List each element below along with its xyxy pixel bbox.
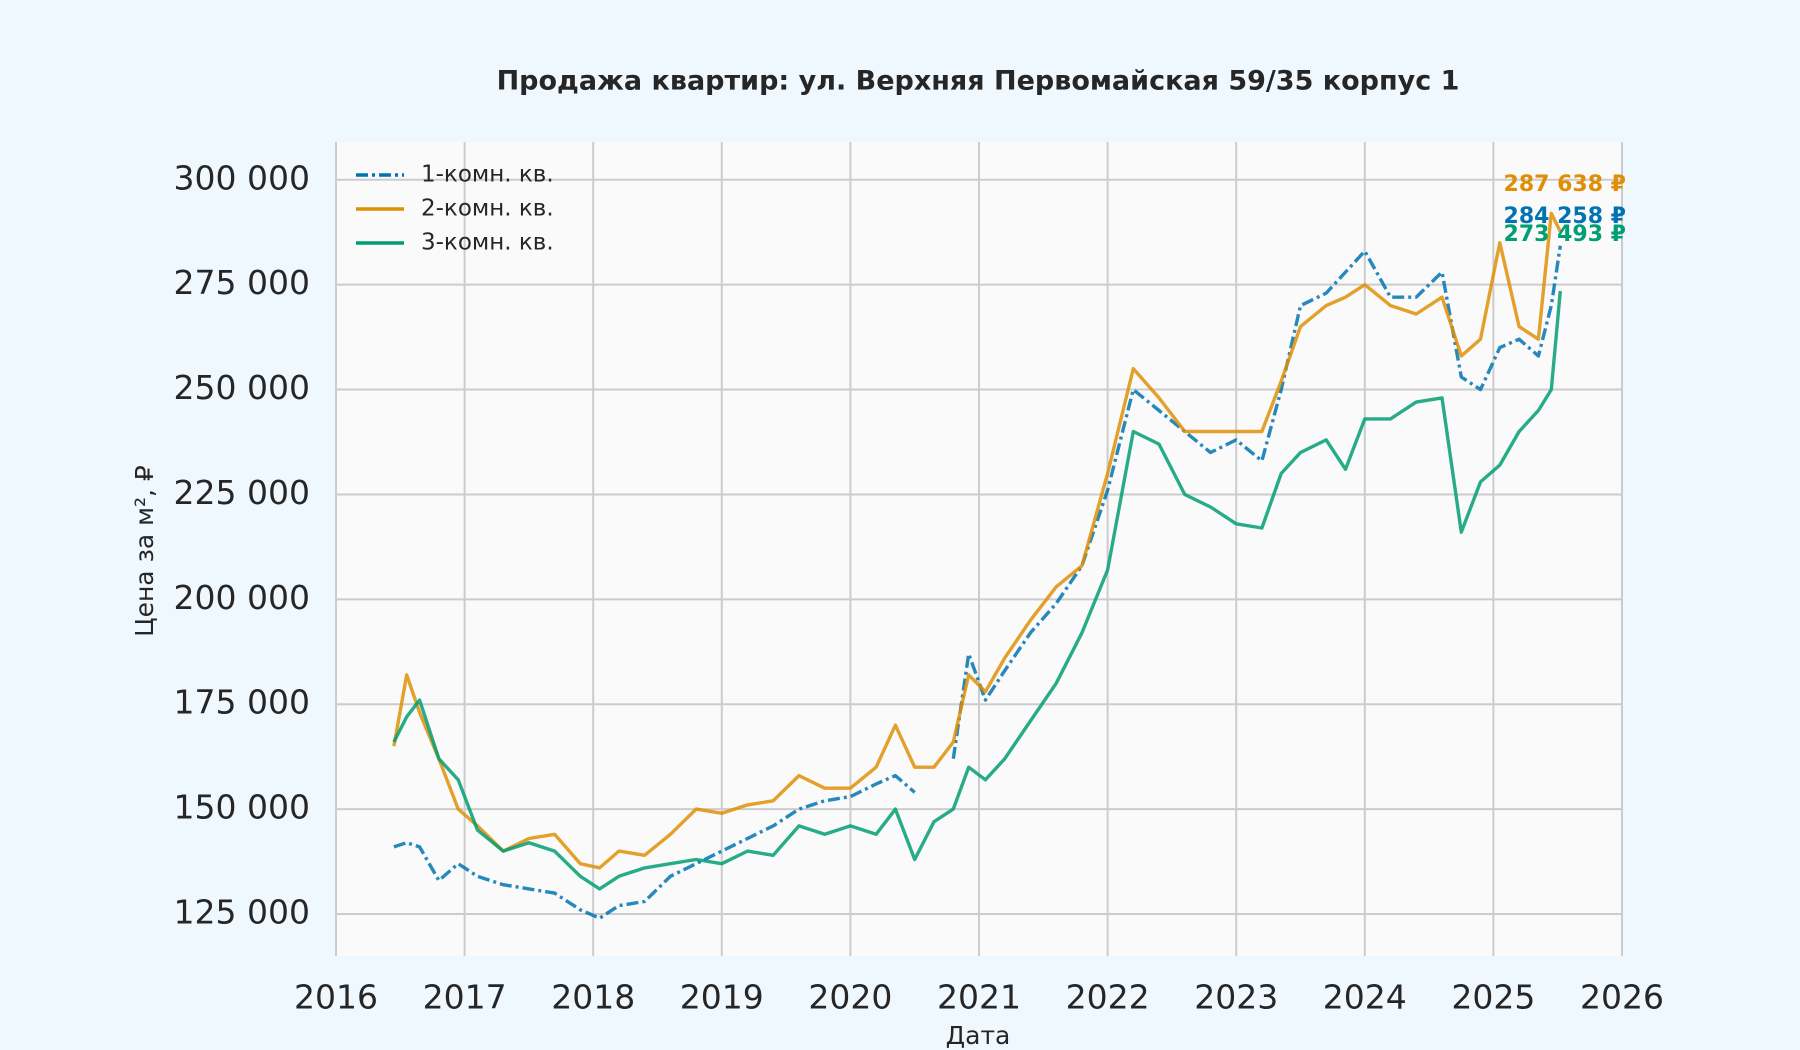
- x-tick-label: 2017: [423, 978, 507, 1017]
- series-line: [392, 211, 1562, 870]
- y-axis-label: Цена за м², ₽: [130, 465, 159, 637]
- y-tick-label: 150 000: [174, 788, 310, 827]
- x-tick-label: 2016: [294, 978, 378, 1017]
- x-tick-label: 2020: [808, 978, 892, 1017]
- x-tick-label: 2019: [680, 978, 764, 1017]
- x-tick-label: 2018: [551, 978, 635, 1017]
- x-tick-label: 2025: [1451, 978, 1535, 1017]
- y-tick-label: 225 000: [174, 473, 310, 512]
- legend-label: 3-комн. кв.: [421, 230, 554, 256]
- end-label: 287 638 ₽: [1504, 172, 1626, 197]
- x-tick-label: 2024: [1323, 978, 1407, 1017]
- legend-label: 1-комн. кв.: [421, 162, 554, 188]
- end-label: 284 258 ₽: [1504, 204, 1626, 229]
- x-tick-label: 2022: [1066, 978, 1150, 1017]
- y-tick-label: 300 000: [174, 158, 310, 197]
- y-tick-label: 175 000: [174, 683, 310, 722]
- chart-title: Продажа квартир: ул. Верхняя Первомайска…: [497, 66, 1460, 97]
- x-tick-label: 2026: [1580, 978, 1664, 1017]
- y-tick-label: 275 000: [174, 263, 310, 302]
- x-tick-label: 2023: [1194, 978, 1278, 1017]
- x-tick-label: 2021: [937, 978, 1021, 1017]
- series-line: [392, 290, 1562, 891]
- end-label: 273 493 ₽: [1504, 222, 1626, 247]
- y-tick-label: 200 000: [174, 578, 310, 617]
- y-tick-label: 125 000: [174, 893, 310, 932]
- y-tick-label: 250 000: [174, 368, 310, 407]
- x-axis-label: Дата: [946, 1021, 1011, 1050]
- legend-label: 2-комн. кв.: [421, 196, 554, 222]
- series-line: [393, 245, 1562, 920]
